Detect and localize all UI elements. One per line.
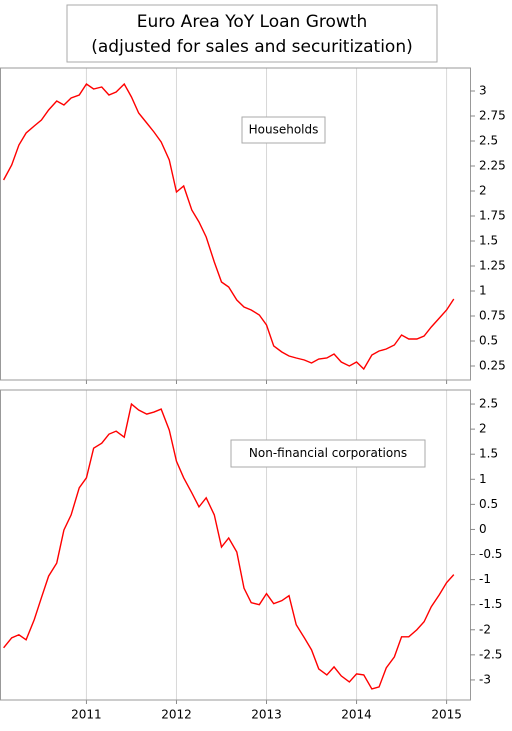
y-tick-label: 1 (479, 284, 487, 298)
x-tick-label: 2011 (71, 708, 102, 722)
annotation: Households (249, 123, 319, 137)
y-tick-label: 2.75 (479, 109, 506, 123)
y-tick-label: 2.5 (479, 134, 498, 148)
series-line (2, 82, 455, 371)
series-line (3, 402, 455, 690)
y-tick-label: 1.5 (479, 234, 498, 248)
y-tick-label: 2.5 (479, 397, 498, 411)
y-tick-label: -1 (479, 572, 491, 586)
title-box (66, 4, 438, 63)
annotation: Non-financial corporations (249, 446, 407, 460)
x-tick-label: 2015 (431, 708, 462, 722)
y-tick-label: 0.25 (479, 359, 506, 373)
y-tick-label: 1 (479, 472, 487, 486)
y-tick-label: 1.5 (479, 447, 498, 461)
x-tick-label: 2012 (161, 708, 192, 722)
y-tick-label: 3 (479, 84, 487, 98)
panel-frame (0, 389, 471, 701)
annotation-box (230, 439, 426, 468)
y-tick-label: 2 (479, 184, 487, 198)
y-tick-label: 0.5 (479, 334, 498, 348)
y-tick-label: -2.5 (479, 647, 502, 661)
annotation-box (241, 116, 326, 144)
y-tick-label: 0.75 (479, 309, 506, 323)
chart-title: Euro Area YoY Loan Growth (137, 12, 367, 32)
y-tick-label: -2 (479, 622, 491, 636)
y-tick-label: 1.75 (479, 209, 506, 223)
x-tick-label: 2013 (251, 708, 282, 722)
chart-subtitle: (adjusted for sales and securitization) (91, 37, 412, 57)
y-tick-label: -3 (479, 672, 491, 686)
y-tick-label: 1.25 (479, 259, 506, 273)
y-tick-label: 0.5 (479, 497, 498, 511)
y-tick-label: 2.25 (479, 159, 506, 173)
y-tick-label: -1.5 (479, 597, 502, 611)
panel-frame (0, 67, 471, 381)
y-tick-label: -0.5 (479, 547, 502, 561)
y-tick-label: 0 (479, 522, 487, 536)
x-tick-label: 2014 (341, 708, 372, 722)
y-tick-label: 2 (479, 422, 487, 436)
